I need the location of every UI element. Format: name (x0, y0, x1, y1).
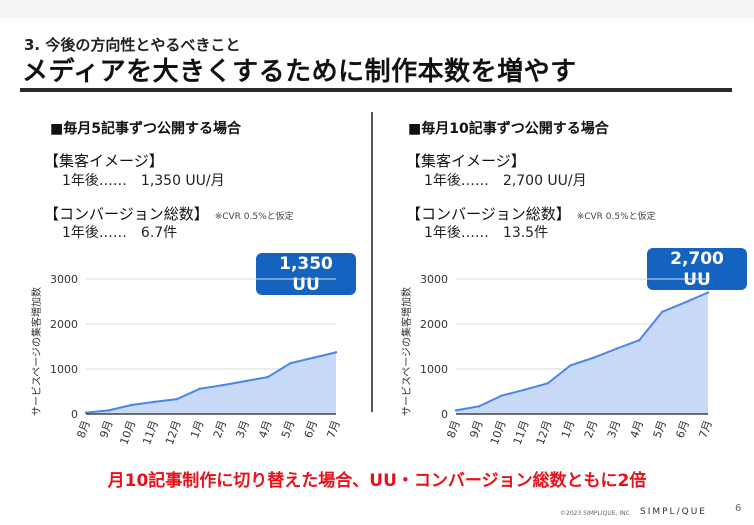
data-point (243, 379, 247, 383)
panel-title: ■毎月10記事ずつ公開する場合 (408, 121, 609, 137)
x-tick-label: 1月 (188, 419, 206, 440)
data-point (454, 409, 458, 412)
x-tick-label: 5月 (651, 419, 669, 440)
x-tick-label: 10月 (118, 419, 139, 447)
x-tick-label: 4月 (628, 419, 646, 440)
data-point (660, 310, 664, 314)
data-point (289, 361, 292, 365)
y-tick-label: 3000 (50, 273, 78, 286)
data-point (175, 397, 179, 401)
uu-callout: 1,350 UU (256, 253, 356, 295)
conclusion-message: 月10記事制作に切り替えた場合、UU・コンバージョン総数ともに2倍 (107, 471, 647, 491)
y-tick-label: 1000 (50, 363, 78, 376)
x-tick-label: 1月 (559, 419, 577, 440)
conversion-line: 1年後…… 13.5件 (424, 225, 549, 241)
copyright: ©2023 SIMPLIQUE, INC (560, 510, 630, 517)
x-tick-label: 7月 (696, 419, 714, 440)
x-tick-label: 10月 (488, 419, 509, 447)
x-tick-label: 2月 (211, 419, 229, 440)
x-tick-label: 6月 (302, 419, 320, 440)
y-tick-label: 2000 (50, 318, 78, 331)
x-tick-label: 11月 (511, 419, 532, 447)
data-point (569, 364, 572, 367)
data-point (266, 375, 270, 379)
conversion-heading: 【コンバージョン総数】 (406, 205, 571, 223)
conversion-line: 1年後…… 6.7件 (62, 225, 178, 241)
conversion-heading: 【コンバージョン総数】 (44, 205, 209, 223)
data-point (477, 405, 481, 408)
callout-unit: UU (292, 275, 320, 295)
x-tick-label: 5月 (279, 419, 297, 440)
x-tick-label: 6月 (674, 419, 692, 440)
data-point (706, 291, 710, 294)
cvr-note: ※CVR 0.5%と仮定 (214, 212, 294, 222)
data-point (638, 339, 641, 342)
x-tick-label: 12月 (163, 419, 184, 447)
x-tick-label: 7月 (324, 419, 342, 440)
traffic-heading: 【集客イメージ】 (44, 152, 164, 170)
data-point (592, 356, 595, 359)
data-point (221, 384, 224, 387)
traffic-line: 1年後…… 1,350 UU/月 (62, 173, 225, 189)
traffic-heading: 【集客イメージ】 (406, 152, 526, 170)
data-point (683, 301, 687, 304)
data-point (107, 409, 110, 412)
callout-value: 2,700 (670, 249, 724, 269)
y-tick-label: 0 (71, 408, 78, 421)
cvr-note: ※CVR 0.5%と仮定 (576, 212, 656, 222)
series-line (455, 291, 709, 412)
panel-title: ■毎月5記事ずつ公開する場合 (50, 121, 241, 137)
y-tick-label: 0 (441, 408, 448, 421)
x-tick-label: 12月 (534, 419, 555, 447)
x-tick-label: 3月 (234, 419, 252, 440)
uu-callout: 2,700 UU (647, 248, 747, 290)
top-bar (0, 0, 754, 18)
area-chart-10-articles: サービスページの集客増加数 0 1000 2000 3000 8月 9月 10月 11月 12月 1… (400, 273, 715, 447)
series-line (85, 351, 337, 414)
x-tick-label: 4月 (256, 419, 274, 440)
data-point (130, 403, 133, 407)
section-label: 3. 今後の方向性とやるべきこと (24, 36, 241, 54)
traffic-line: 1年後…… 2,700 UU/月 (424, 173, 587, 189)
area-fill (86, 352, 336, 414)
data-point (198, 387, 201, 390)
data-point (500, 394, 504, 397)
data-point (334, 351, 338, 354)
conversion-heading-row: 【コンバージョン総数】 ※CVR 0.5%と仮定 (44, 203, 294, 224)
x-tick-label: 9月 (97, 419, 115, 440)
data-point (312, 356, 315, 359)
x-tick-label: 8月 (74, 419, 92, 440)
area-chart-5-articles: サービスページの集客増加数 0 1000 2000 3000 8月 9月 10月 11月 12月 1… (30, 273, 343, 447)
y-tick-label: 3000 (420, 273, 448, 286)
data-point (523, 388, 526, 391)
data-point (615, 347, 618, 350)
x-tick-label: 2月 (582, 419, 600, 440)
data-point (84, 411, 88, 414)
page-number: 6 (735, 503, 742, 514)
brand-logo: SIMPL/QUE (640, 507, 707, 517)
callout-value: 1,350 (279, 254, 333, 274)
panel-divider (371, 112, 373, 412)
y-tick-label: 2000 (420, 318, 448, 331)
page-title: メディアを大きくするために制作本数を増やす (22, 57, 577, 87)
data-point (152, 400, 156, 404)
title-underline (20, 88, 732, 92)
y-tick-label: 1000 (420, 363, 448, 376)
x-tick-label: 11月 (140, 419, 161, 447)
x-tick-label: 3月 (605, 419, 623, 440)
x-tick-label: 9月 (467, 419, 485, 440)
y-axis-label: サービスページの集客増加数 (400, 287, 413, 416)
data-point (546, 382, 549, 385)
area-fill (456, 292, 708, 414)
x-tick-label: 8月 (444, 419, 462, 440)
callout-unit: UU (683, 270, 711, 290)
y-axis-label: サービスページの集客増加数 (30, 287, 43, 416)
conversion-heading-row: 【コンバージョン総数】 ※CVR 0.5%と仮定 (406, 203, 656, 224)
